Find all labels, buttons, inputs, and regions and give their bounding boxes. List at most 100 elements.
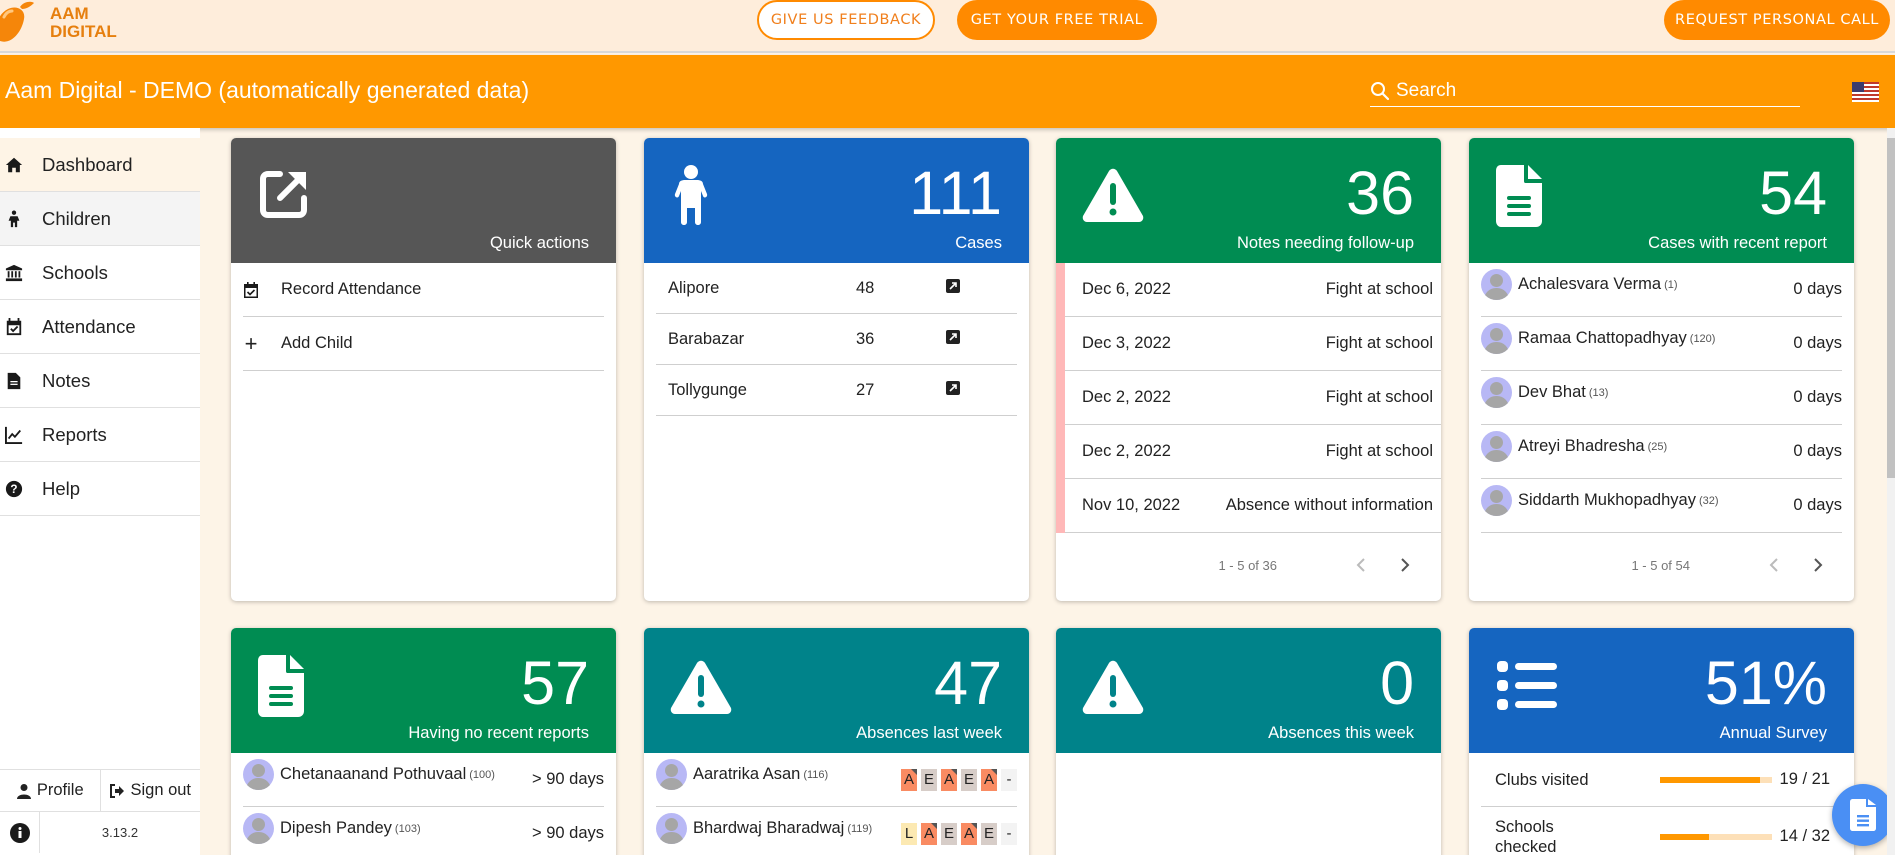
home-icon	[4, 155, 24, 175]
attendance-day[interactable]: A	[921, 822, 937, 845]
open-link-icon[interactable]	[946, 329, 960, 349]
attendance-day[interactable]: E	[961, 768, 977, 791]
open-link-icon[interactable]	[946, 278, 960, 298]
card-header: Quick actions	[231, 138, 616, 263]
attendance-day[interactable]: E	[921, 768, 937, 791]
child-id: (32)	[1698, 494, 1719, 507]
search-field[interactable]	[1370, 75, 1800, 107]
attendance-day[interactable]: A	[961, 822, 977, 845]
file-lines-icon	[258, 655, 304, 717]
note-row[interactable]: Dec 6, 2022 Fight at school	[1065, 263, 1441, 317]
action-label: Record Attendance	[281, 280, 422, 298]
attendance-day[interactable]: A	[941, 768, 957, 791]
info-icon	[9, 822, 30, 843]
search-input[interactable]	[1396, 79, 1776, 102]
avatar	[243, 813, 274, 844]
survey-label: Clubs visited	[1495, 770, 1589, 789]
app-title: Aam Digital - DEMO (automatically genera…	[5, 77, 530, 103]
child-id: (13)	[1588, 386, 1609, 399]
card-header: 36 Notes needing follow-up	[1056, 138, 1441, 263]
logo[interactable]: AAM DIGITAL	[0, 0, 117, 45]
chevron-right-icon	[1401, 558, 1410, 572]
attendance-day[interactable]: L	[901, 822, 917, 845]
school-name: Alipore	[668, 278, 720, 297]
child-row[interactable]: Ramaa Chattopadhyay (120) 0 days	[1481, 317, 1842, 371]
child-id: (25)	[1647, 440, 1668, 453]
note-subject: Fight at school	[1325, 442, 1433, 460]
child-row[interactable]: Bhardwaj Bharadwaj (119) L A E A E -	[656, 807, 1017, 855]
attendance-day[interactable]: -	[1001, 768, 1017, 791]
absences-last-week-count: 47	[934, 649, 1002, 717]
next-page-button[interactable]	[1808, 555, 1828, 575]
note-date: Dec 6, 2022	[1082, 280, 1171, 298]
next-page-button[interactable]	[1395, 555, 1415, 575]
chevron-left-icon	[1769, 558, 1778, 572]
record-attendance-action[interactable]: Record Attendance	[243, 263, 604, 317]
us-flag-icon[interactable]	[1852, 82, 1879, 102]
note-row[interactable]: Nov 10, 2022 Absence without information	[1065, 479, 1441, 533]
sidebar-item-attendance[interactable]: Attendance	[0, 300, 200, 354]
days-since-report: 0 days	[1793, 442, 1842, 460]
card-title: Cases	[955, 234, 1002, 252]
sidebar-item-schools[interactable]: Schools	[0, 246, 200, 300]
give-feedback-button[interactable]: GIVE US FEEDBACK	[757, 0, 935, 40]
request-call-button[interactable]: REQUEST PERSONAL CALL	[1664, 0, 1890, 40]
sidebar-item-children[interactable]: Children	[0, 192, 200, 246]
attendance-week: L A E A E -	[901, 822, 1017, 845]
survey-progress-row: Schools checked 14 / 32	[1481, 807, 1842, 855]
attendance-day[interactable]: -	[1001, 822, 1017, 845]
child-row[interactable]: Chetanaanand Pothuvaal (100) > 90 days	[243, 753, 604, 807]
attendance-day[interactable]: E	[941, 822, 957, 845]
sidebar-item-reports[interactable]: Reports	[0, 408, 200, 462]
sidebar-item-notes[interactable]: Notes	[0, 354, 200, 408]
note-row[interactable]: Dec 2, 2022 Fight at school	[1065, 425, 1441, 479]
open-link-icon[interactable]	[946, 380, 960, 400]
child-row[interactable]: Dev Bhat (13) 0 days	[1481, 371, 1842, 425]
sidebar-item-dashboard[interactable]: Dashboard	[0, 138, 200, 192]
child-row[interactable]: Aaratrika Asan (116) A E A E A -	[656, 753, 1017, 807]
school-case-count: 27	[856, 380, 875, 399]
previous-page-button[interactable]	[1764, 555, 1784, 575]
child-row[interactable]: Atreyi Bhadresha (25) 0 days	[1481, 425, 1842, 479]
previous-page-button[interactable]	[1351, 555, 1371, 575]
survey-label: Schools checked	[1495, 817, 1557, 855]
attendance-day[interactable]: E	[981, 822, 997, 845]
question-circle-icon: ?	[4, 479, 24, 499]
days-since-report: 0 days	[1793, 496, 1842, 514]
child-row[interactable]: Dipesh Pandey (103) > 90 days	[243, 807, 604, 855]
document-icon	[1850, 799, 1876, 831]
child-row[interactable]: Siddarth Mukhopadhyay (32) 0 days	[1481, 479, 1842, 533]
school-row[interactable]: Alipore 48	[656, 263, 1017, 314]
free-trial-button[interactable]: GET YOUR FREE TRIAL	[957, 0, 1157, 40]
sidebar-item-help[interactable]: ? Help	[0, 462, 200, 516]
child-row[interactable]: Achalesvara Verma (1) 0 days	[1481, 263, 1842, 317]
external-link-icon	[258, 168, 310, 220]
note-date: Dec 3, 2022	[1082, 334, 1171, 352]
card-title: Notes needing follow-up	[1236, 234, 1414, 252]
profile-button[interactable]: Profile	[0, 770, 100, 811]
note-date: Nov 10, 2022	[1082, 496, 1181, 514]
logo-line-2: DIGITAL	[50, 21, 117, 41]
sidebar-item-label: Help	[42, 477, 81, 499]
days-since-report: 0 days	[1793, 388, 1842, 406]
info-button[interactable]	[0, 812, 40, 853]
attendance-day[interactable]: A	[901, 768, 917, 791]
card-title: Quick actions	[489, 234, 589, 252]
promo-bar: AAM DIGITAL GIVE US FEEDBACK GET YOUR FR…	[0, 0, 1895, 53]
child-name: Siddarth Mukhopadhyay	[1518, 491, 1696, 509]
school-row[interactable]: Tollygunge 27	[656, 365, 1017, 416]
logo-line-1: AAM	[50, 3, 89, 23]
add-child-action[interactable]: + Add Child	[243, 317, 604, 371]
scrollbar-thumb[interactable]	[1887, 138, 1895, 478]
quick-actions-card: Quick actions Record Attendance + Add Ch…	[231, 138, 616, 601]
school-row[interactable]: Barabazar 36	[656, 314, 1017, 365]
mango-logo-icon	[0, 1, 34, 42]
feedback-fab-button[interactable]	[1832, 784, 1894, 846]
sign-out-button[interactable]: Sign out	[99, 770, 201, 811]
attendance-day[interactable]: A	[981, 768, 997, 791]
note-row[interactable]: Dec 2, 2022 Fight at school	[1065, 371, 1441, 425]
main-scrollbar[interactable]	[1887, 128, 1895, 855]
child-name: Achalesvara Verma	[1518, 275, 1662, 293]
logo-text: AAM DIGITAL	[50, 3, 117, 41]
note-row[interactable]: Dec 3, 2022 Fight at school	[1065, 317, 1441, 371]
